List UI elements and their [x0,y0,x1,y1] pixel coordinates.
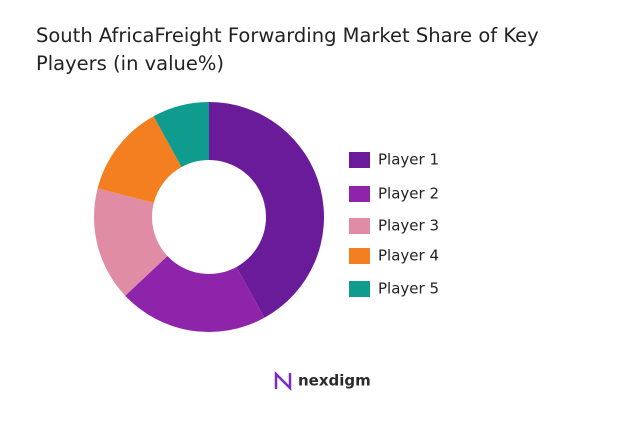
donut-slice [97,116,182,203]
logo-icon [274,370,292,392]
legend-label: Player 1 [378,151,439,169]
legend-swatch [349,281,370,297]
legend-swatch [349,218,370,234]
donut-slice [209,102,324,318]
logo-mark [274,370,292,392]
legend-label: Player 5 [378,280,439,298]
legend-label: Player 2 [378,185,439,203]
donut-slice [153,102,209,168]
donut-slice [125,256,265,332]
legend-label: Player 3 [378,217,439,235]
donut-slice [94,188,168,296]
legend-swatch [349,248,370,264]
legend-swatch [349,152,370,168]
legend-swatch [349,186,370,202]
legend-label: Player 4 [378,247,439,265]
chart-title: South AfricaFreight Forwarding Market Sh… [36,24,539,75]
brand: nexdigm [298,372,371,390]
